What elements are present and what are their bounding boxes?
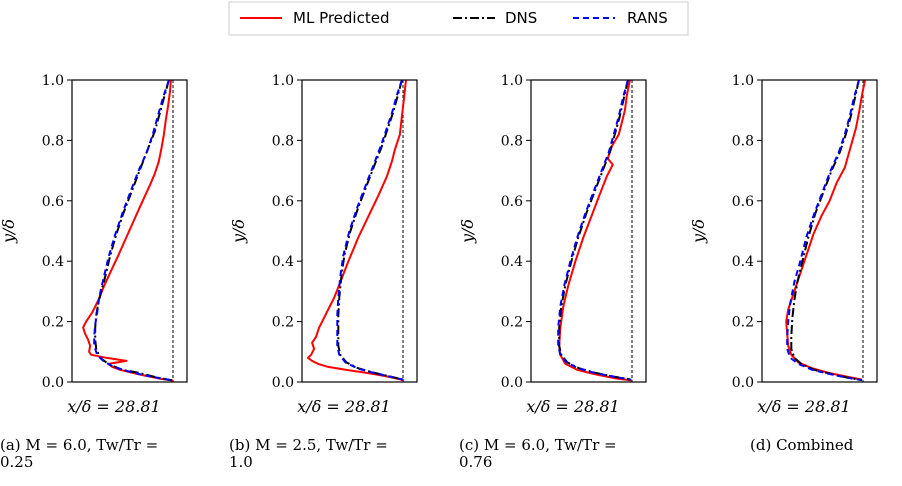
panel-c: 0.0 0.2 0.4 0.6 0.8 1.0 y/δ x/δ = 28.81: [458, 73, 647, 416]
y-tick-label: 0.2: [42, 315, 64, 331]
series-line-rans: [557, 79, 632, 381]
caption-a: (a) M = 6.0, Tw/Tr = 0.25: [0, 436, 159, 471]
panel-d: 0.0 0.2 0.4 0.6 0.8 1.0 y/δ x/δ = 28.81: [689, 73, 878, 416]
y-tick-label: 0.8: [272, 133, 294, 149]
panel-b: 0.0 0.2 0.4 0.6 0.8 1.0 y/δ x/δ = 28.81: [229, 73, 418, 416]
series-line-dns: [337, 79, 404, 381]
y-tick-label: 0.4: [42, 254, 64, 270]
y-tick-label: 0.8: [42, 133, 64, 149]
y-axis-label: y/δ: [229, 219, 248, 244]
plot-frame: [761, 79, 878, 383]
y-tick-label: 0.6: [732, 194, 754, 210]
legend-label-dns: DNS: [505, 9, 537, 27]
plot-frame: [71, 79, 188, 383]
y-axis-label: y/δ: [458, 219, 477, 244]
y-tick-label: 0.0: [732, 375, 754, 391]
series-line-ml-predicted: [785, 79, 866, 381]
series-line-dns: [94, 79, 174, 382]
y-tick-label: 0.0: [42, 375, 64, 391]
y-tick-label: 1.0: [732, 73, 754, 89]
y-tick-label: 0.6: [501, 194, 523, 210]
y-tick-label: 0.4: [501, 254, 523, 270]
y-tick-label: 1.0: [42, 73, 64, 89]
legend: ML Predicted DNS RANS: [228, 1, 689, 36]
y-tick-label: 0.8: [501, 133, 523, 149]
x-axis-label: x/δ = 28.81: [757, 397, 850, 416]
y-tick-label: 0.0: [272, 375, 294, 391]
y-axis-label: y/δ: [0, 219, 18, 244]
x-axis-label: x/δ = 28.81: [526, 397, 619, 416]
y-axis-label: y/δ: [689, 219, 708, 244]
x-axis-label: x/δ = 28.81: [67, 397, 160, 416]
x-axis-label: x/δ = 28.81: [297, 397, 390, 416]
series-line-dns: [558, 79, 632, 381]
caption-d: (d) Combined: [750, 436, 854, 454]
legend-label-ml-predicted: ML Predicted: [293, 9, 389, 27]
y-tick-label: 0.0: [501, 375, 523, 391]
series-line-ml-predicted: [82, 79, 174, 382]
y-tick-label: 1.0: [272, 73, 294, 89]
caption-b: (b) M = 2.5, Tw/Tr = 1.0: [229, 436, 388, 471]
y-tick-label: 0.2: [732, 315, 754, 331]
y-tick-label: 0.4: [272, 254, 294, 270]
series-line-rans: [93, 79, 174, 382]
y-tick-label: 1.0: [501, 73, 523, 89]
y-tick-label: 0.8: [732, 133, 754, 149]
panel-a: 0.0 0.2 0.4 0.6 0.8 1.0 y/δ x/δ = 28.81: [0, 73, 188, 416]
legend-label-rans: RANS: [627, 9, 668, 27]
series-line-ml-predicted: [307, 79, 407, 382]
y-tick-label: 0.2: [501, 315, 523, 331]
y-tick-label: 0.6: [42, 194, 64, 210]
y-tick-label: 0.2: [272, 315, 294, 331]
plot-frame: [530, 79, 647, 383]
series-line-rans: [336, 79, 404, 381]
y-tick-label: 0.6: [272, 194, 294, 210]
y-tick-label: 0.4: [732, 254, 754, 270]
series-line-rans: [786, 79, 863, 382]
caption-c: (c) M = 6.0, Tw/Tr = 0.76: [459, 436, 617, 471]
plot-frame: [301, 79, 418, 383]
series-line-dns: [790, 79, 863, 382]
series-line-ml-predicted: [558, 79, 633, 382]
